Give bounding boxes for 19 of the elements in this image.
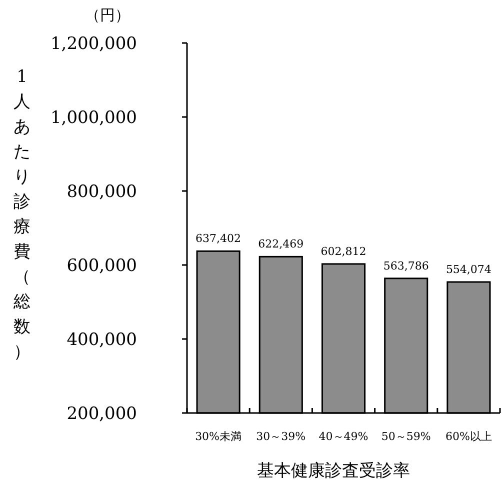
- y-tick-label: 800,000: [66, 182, 137, 202]
- y-tick-label: 1,000,000: [50, 108, 137, 128]
- x-axis-title: 基本健康診査受診率: [257, 461, 410, 481]
- data-label: 637,402: [196, 232, 242, 246]
- data-label: 602,812: [320, 244, 366, 258]
- x-tick-label: 30～39%: [256, 430, 306, 443]
- x-tick-label: 50～59%: [381, 430, 431, 443]
- x-tick-label: 60%以上: [445, 430, 492, 443]
- x-tick-label: 40～49%: [318, 430, 368, 443]
- y-tick-label: 600,000: [66, 256, 137, 276]
- text: （円）: [85, 6, 130, 24]
- data-label: 563,786: [383, 259, 429, 272]
- y-tick-label: 1,200,000: [50, 34, 137, 54]
- y-tick-label: 200,000: [66, 404, 137, 424]
- x-tick-label: 30%未満: [195, 430, 242, 443]
- text: 1人あたり診療費（総数）: [14, 67, 30, 362]
- data-label: 622,469: [258, 238, 304, 251]
- y-tick-label: 400,000: [66, 330, 137, 350]
- data-label: 554,074: [446, 262, 492, 276]
